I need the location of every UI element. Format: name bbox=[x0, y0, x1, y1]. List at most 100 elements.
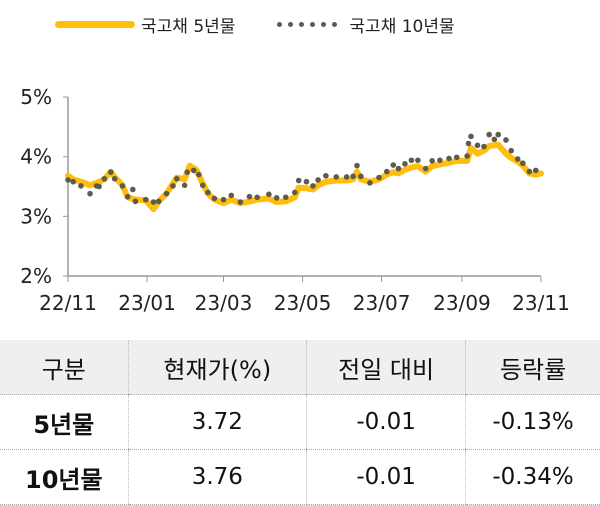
series-10y-point bbox=[184, 169, 191, 175]
series-10y-point bbox=[190, 167, 197, 174]
series-10y-point bbox=[119, 183, 126, 189]
x-tick-label: 23/07 bbox=[353, 291, 411, 315]
series-10y-point bbox=[422, 165, 429, 172]
legend-swatch-5y bbox=[55, 21, 135, 28]
series-10y-point bbox=[205, 189, 211, 196]
y-tick-label: 5% bbox=[20, 85, 52, 109]
series-10y-point bbox=[343, 174, 350, 180]
series-10y-point bbox=[170, 183, 176, 189]
series-10y-point bbox=[481, 143, 487, 150]
series-10y-point bbox=[446, 155, 452, 162]
yield-table: 구분 현재가(%) 전일 대비 등락률 5년물 3.72 -0.01 -0.13… bbox=[0, 340, 600, 505]
series-10y-point bbox=[437, 157, 443, 164]
table-row: 5년물 3.72 -0.01 -0.13% bbox=[0, 394, 600, 450]
table-header-row: 구분 현재가(%) 전일 대비 등락률 bbox=[0, 340, 600, 395]
series-10y-point bbox=[383, 168, 390, 175]
series-10y-point bbox=[533, 167, 539, 174]
series-10y-point bbox=[464, 153, 470, 159]
series-10y-point bbox=[129, 186, 136, 193]
series-10y-point bbox=[429, 158, 435, 164]
series-10y-point bbox=[415, 157, 421, 164]
series-10y-point bbox=[246, 193, 253, 200]
x-tick-label: 22/11 bbox=[39, 291, 97, 315]
series-10y-point bbox=[367, 180, 373, 186]
series-10y-point bbox=[196, 171, 202, 178]
series-10y-point bbox=[520, 160, 526, 167]
legend: 국고채 5년물 국고채 10년물 bbox=[55, 12, 455, 37]
series-10y-point bbox=[291, 189, 298, 196]
series-10y-point bbox=[266, 191, 272, 198]
series-10y-point bbox=[220, 196, 227, 203]
series-10y-point bbox=[508, 147, 514, 154]
bond-yield-chart: 2% 3% 4% 5% 22/11 23/01 23/03 23/05 23/07 23/09 23… bbox=[20, 85, 570, 315]
series-5y-line bbox=[65, 141, 544, 213]
x-tick-label: 23/01 bbox=[118, 291, 176, 315]
series-10y-point bbox=[78, 183, 84, 189]
series-10y-point bbox=[174, 175, 180, 182]
series-10y-point bbox=[395, 165, 402, 172]
series-10y-point bbox=[254, 194, 260, 201]
series-10y-point bbox=[142, 196, 149, 203]
x-tick-label: 23/05 bbox=[274, 291, 332, 315]
series-10y-point bbox=[495, 131, 502, 138]
series-10y-point bbox=[310, 183, 316, 189]
price-cell: 3.72 bbox=[127, 394, 307, 450]
series-10y-point bbox=[155, 198, 162, 205]
series-10y-point bbox=[228, 192, 235, 199]
series-10y-point bbox=[111, 175, 118, 182]
series-10y-point bbox=[181, 182, 188, 189]
series-10y-point bbox=[453, 154, 460, 161]
series-10y-point bbox=[211, 195, 218, 202]
series-10y-point bbox=[333, 174, 340, 180]
series-10y-point bbox=[132, 198, 139, 205]
series-10y-point bbox=[315, 177, 321, 183]
series-10y-point bbox=[163, 190, 170, 197]
rate-cell: -0.13% bbox=[465, 394, 600, 450]
price-cell: 3.76 bbox=[127, 449, 307, 505]
x-tick-label: 23/09 bbox=[433, 291, 491, 315]
series-10y-point bbox=[376, 174, 382, 181]
series-10y-point bbox=[273, 195, 280, 201]
series-10y-point bbox=[237, 199, 244, 205]
series-10y-point bbox=[124, 193, 131, 200]
series-10y-point bbox=[199, 182, 206, 189]
series-10y-point bbox=[408, 157, 415, 164]
table-row: 10년물 3.76 -0.01 -0.34% bbox=[0, 449, 600, 505]
series-10y-point bbox=[474, 142, 481, 149]
header-change: 전일 대비 bbox=[306, 340, 466, 395]
series-10y-point bbox=[295, 177, 302, 184]
header-price: 현재가(%) bbox=[127, 340, 307, 395]
header-category: 구분 bbox=[0, 340, 129, 395]
series-10y-point bbox=[70, 178, 76, 185]
series-10y-point bbox=[107, 169, 114, 175]
x-tick-label: 23/11 bbox=[512, 291, 570, 315]
series-10y-point bbox=[150, 199, 157, 205]
change-cell: -0.01 bbox=[306, 394, 466, 450]
series-10y-point bbox=[465, 140, 472, 147]
change-cell: -0.01 bbox=[306, 449, 466, 505]
series-10y-point bbox=[503, 137, 509, 143]
series-10y-point bbox=[402, 161, 408, 167]
series-10y-point bbox=[526, 168, 533, 175]
y-tick-label: 3% bbox=[20, 204, 52, 228]
x-tick-label: 23/03 bbox=[195, 291, 253, 315]
series-10y-point bbox=[96, 183, 102, 190]
rate-cell: -0.34% bbox=[465, 449, 600, 505]
legend-label-10y: 국고채 10년물 bbox=[349, 17, 455, 37]
series-10y-point bbox=[87, 190, 93, 197]
legend-label-5y: 국고채 5년물 bbox=[141, 17, 236, 37]
series-10y-point bbox=[358, 173, 364, 180]
y-tick-label: 4% bbox=[20, 145, 52, 169]
series-10y-point bbox=[282, 194, 289, 201]
series-10y-point bbox=[101, 175, 108, 182]
series-10y-point bbox=[514, 156, 521, 162]
series-10y-point bbox=[491, 136, 498, 143]
series-10y-point bbox=[486, 131, 492, 138]
series-10y-point bbox=[303, 178, 310, 185]
series-10y-point bbox=[390, 162, 397, 168]
row-label: 10년물 bbox=[0, 449, 129, 505]
series-10y-point bbox=[350, 173, 356, 180]
header-rate: 등락률 bbox=[465, 340, 600, 395]
y-tick-label: 2% bbox=[20, 264, 52, 288]
series-10y-point bbox=[468, 133, 474, 140]
